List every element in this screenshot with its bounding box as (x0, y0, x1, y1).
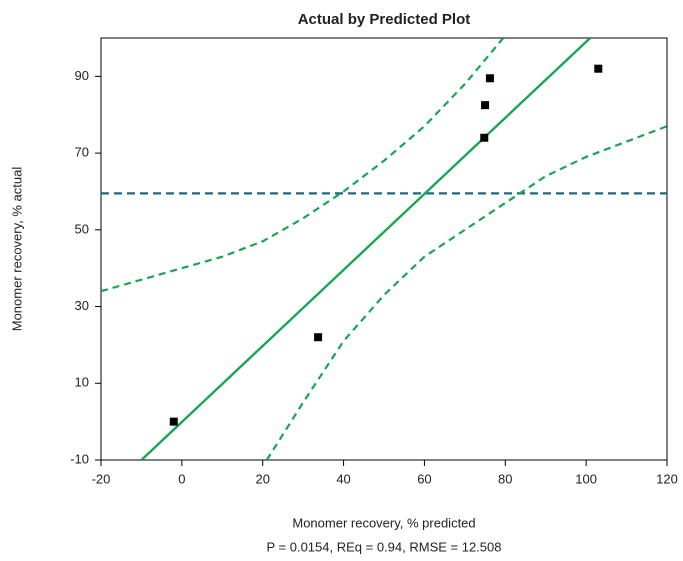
confidence-band (101, 38, 505, 293)
confidence-band (265, 125, 667, 460)
x-tick-label: 80 (498, 471, 512, 486)
plot-area (101, 38, 667, 460)
fit-line (140, 38, 592, 460)
y-tick-label: 90 (75, 68, 89, 83)
footnote: P = 0.0154, REq = 0.94, RMSE = 12.508 (266, 539, 501, 554)
y-axis-label: Monomer recovery, % actual (9, 167, 24, 332)
x-tick-label: 60 (417, 471, 431, 486)
data-point (480, 133, 489, 142)
y-tick-label: 30 (75, 298, 89, 313)
plot-frame (100, 37, 668, 461)
data-point (169, 417, 178, 426)
x-tick-label: -20 (92, 471, 111, 486)
chart-title: Actual by Predicted Plot (298, 11, 471, 28)
y-tick-label: 50 (75, 221, 89, 236)
x-tick-label: 20 (255, 471, 269, 486)
y-tick-label: -10 (70, 451, 89, 466)
data-point (485, 74, 494, 83)
data-point (481, 101, 490, 110)
x-tick-label: 40 (336, 471, 350, 486)
y-tick-label: 10 (75, 375, 89, 390)
data-point (594, 64, 603, 73)
x-axis-label: Monomer recovery, % predicted (292, 515, 475, 530)
data-point (314, 333, 323, 342)
x-tick-label: 100 (575, 471, 597, 486)
y-tick-label: 70 (75, 145, 89, 160)
x-tick-label: 120 (656, 471, 678, 486)
x-tick-label: 0 (178, 471, 185, 486)
